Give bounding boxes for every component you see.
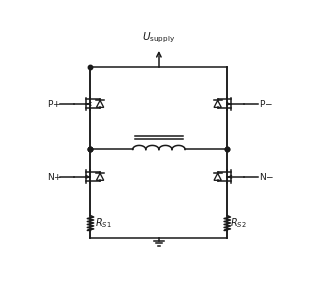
Text: N$-$: N$-$ <box>259 171 275 182</box>
Text: $R_{S2}$: $R_{S2}$ <box>230 216 247 230</box>
Text: P$+$: P$+$ <box>47 98 61 110</box>
Text: $U_{\mathrm{supply}}$: $U_{\mathrm{supply}}$ <box>142 31 175 45</box>
Text: P$-$: P$-$ <box>259 98 273 110</box>
Text: $R_{S1}$: $R_{S1}$ <box>95 216 111 230</box>
Text: N$+$: N$+$ <box>47 171 63 182</box>
